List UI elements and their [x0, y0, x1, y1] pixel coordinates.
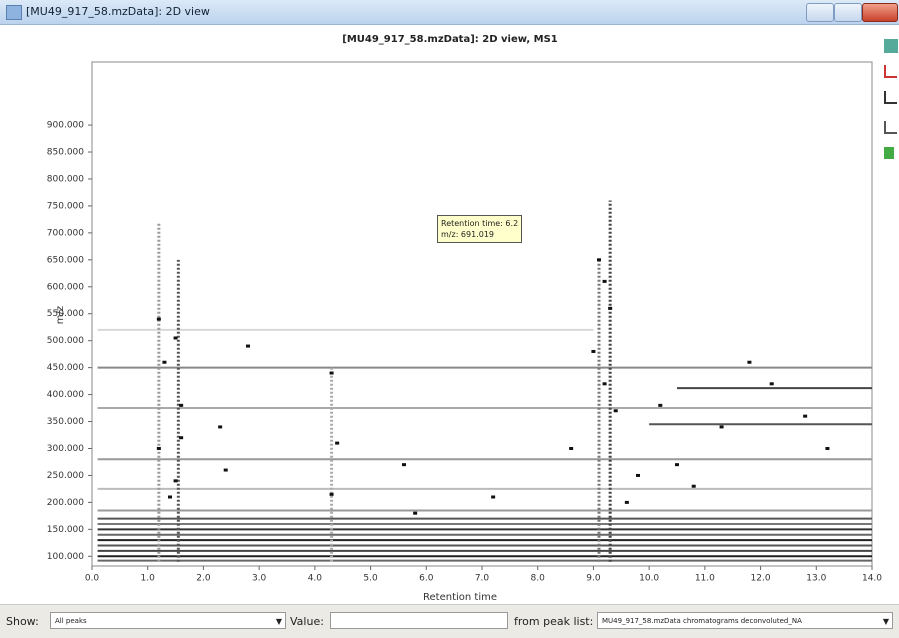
x-tick-label: 0.0	[85, 574, 100, 584]
control-bar: Show: All peaks ▼ Value: from peak list: …	[0, 604, 899, 638]
tooltip-line: Retention time: 6.2	[441, 219, 519, 228]
x-tick-label: 3.0	[252, 574, 267, 584]
title-bar: [MU49_917_58.mzData]: 2D view	[0, 0, 899, 25]
toolbar-button[interactable]	[884, 147, 894, 159]
x-axis-label: Retention time	[423, 592, 497, 603]
chart: [MU49_917_58.mzData]: 2D view, MS1 Reten…	[47, 34, 883, 603]
x-tick-label: 2.0	[196, 574, 211, 584]
close-button[interactable]	[862, 3, 898, 22]
peak	[636, 473, 640, 477]
peak	[602, 279, 607, 283]
peak	[329, 371, 334, 375]
dropdown-value: All peaks	[55, 617, 87, 625]
toolbar-button[interactable]	[884, 65, 897, 78]
y-tick-label: 700.000	[47, 228, 84, 238]
peak	[803, 414, 808, 418]
y-axis-label: m/z	[55, 306, 66, 324]
peak	[658, 403, 663, 407]
peaklist-label: from peak list:	[514, 615, 594, 628]
tooltip: Retention time: 6.2 m/z: 691.019	[437, 215, 523, 243]
chart-title: [MU49_917_58.mzData]: 2D view, MS1	[342, 34, 558, 45]
x-tick-label: 6.0	[419, 574, 434, 584]
peak	[223, 468, 228, 472]
peak	[608, 306, 613, 310]
y-tick-label: 450.000	[47, 363, 84, 373]
y-tick-label: 850.000	[47, 148, 84, 158]
x-tick-label: 4.0	[308, 574, 323, 584]
show-dropdown[interactable]: All peaks ▼	[50, 612, 286, 629]
toolbar-button[interactable]	[884, 121, 897, 134]
peak	[162, 360, 167, 364]
y-tick-label: 400.000	[47, 390, 84, 400]
x-tick-label: 11.0	[695, 574, 715, 584]
x-tick-label: 14.0	[862, 574, 882, 584]
peak	[179, 403, 184, 407]
window-icon	[6, 5, 22, 20]
show-label: Show:	[6, 615, 39, 628]
y-tick-label: 500.000	[47, 336, 84, 346]
y-tick-label: 900.000	[47, 121, 84, 131]
peak	[747, 360, 752, 364]
y-tick-label: 350.000	[47, 417, 84, 427]
peak	[335, 441, 340, 445]
tooltip-line: m/z: 691.019	[441, 230, 495, 239]
x-tick-label: 9.0	[586, 574, 601, 584]
y-tick-label: 150.000	[47, 525, 84, 535]
peak	[173, 336, 178, 340]
peak	[329, 492, 334, 496]
toolbar-button[interactable]	[884, 91, 897, 104]
window-title: [MU49_917_58.mzData]: 2D view	[26, 5, 210, 18]
peak	[168, 495, 172, 499]
peak	[218, 425, 223, 429]
y-tick-label: 750.000	[47, 201, 84, 211]
x-tick-label: 12.0	[751, 574, 771, 584]
x-tick-label: 5.0	[363, 574, 378, 584]
peak	[602, 382, 607, 386]
peak	[569, 446, 574, 450]
y-tick-label: 300.000	[47, 444, 84, 454]
y-tick-label: 550.000	[47, 309, 84, 319]
peak	[825, 446, 830, 450]
client-area: [MU49_917_58.mzData]: 2D view, MS1 Reten…	[0, 25, 899, 637]
peak	[413, 511, 418, 515]
peak	[402, 463, 406, 467]
peak	[624, 500, 629, 504]
peak	[691, 484, 696, 488]
x-tick-label: 10.0	[639, 574, 659, 584]
peak	[613, 409, 618, 413]
peak	[491, 495, 496, 499]
y-tick-label: 200.000	[47, 498, 84, 508]
minimize-button[interactable]	[806, 3, 834, 22]
y-tick-label: 250.000	[47, 471, 84, 481]
peak	[246, 344, 250, 348]
dropdown-value: MU49_917_58.mzData chromatograms deconvo…	[602, 617, 802, 625]
x-tick-label: 13.0	[806, 574, 826, 584]
y-tick-label: 600.000	[47, 282, 84, 292]
x-tick-label: 7.0	[475, 574, 490, 584]
y-tick-label: 650.000	[47, 255, 84, 265]
peak	[156, 446, 161, 450]
peaklist-dropdown[interactable]: MU49_917_58.mzData chromatograms deconvo…	[597, 612, 893, 629]
peak	[173, 479, 178, 483]
peak	[675, 463, 679, 467]
toolbar-button[interactable]	[884, 39, 898, 53]
peak	[769, 382, 774, 386]
value-label: Value:	[290, 615, 324, 628]
y-tick-label: 800.000	[47, 174, 84, 184]
maximize-button[interactable]	[834, 3, 862, 22]
peak	[719, 425, 724, 429]
peak	[179, 436, 184, 440]
y-tick-label: 100.000	[47, 552, 84, 562]
x-tick-label: 1.0	[141, 574, 156, 584]
peak	[156, 317, 161, 321]
peak	[597, 258, 601, 262]
peak	[591, 349, 596, 353]
plot-area	[91, 61, 873, 567]
x-tick-label: 8.0	[531, 574, 546, 584]
value-input[interactable]	[330, 612, 508, 629]
